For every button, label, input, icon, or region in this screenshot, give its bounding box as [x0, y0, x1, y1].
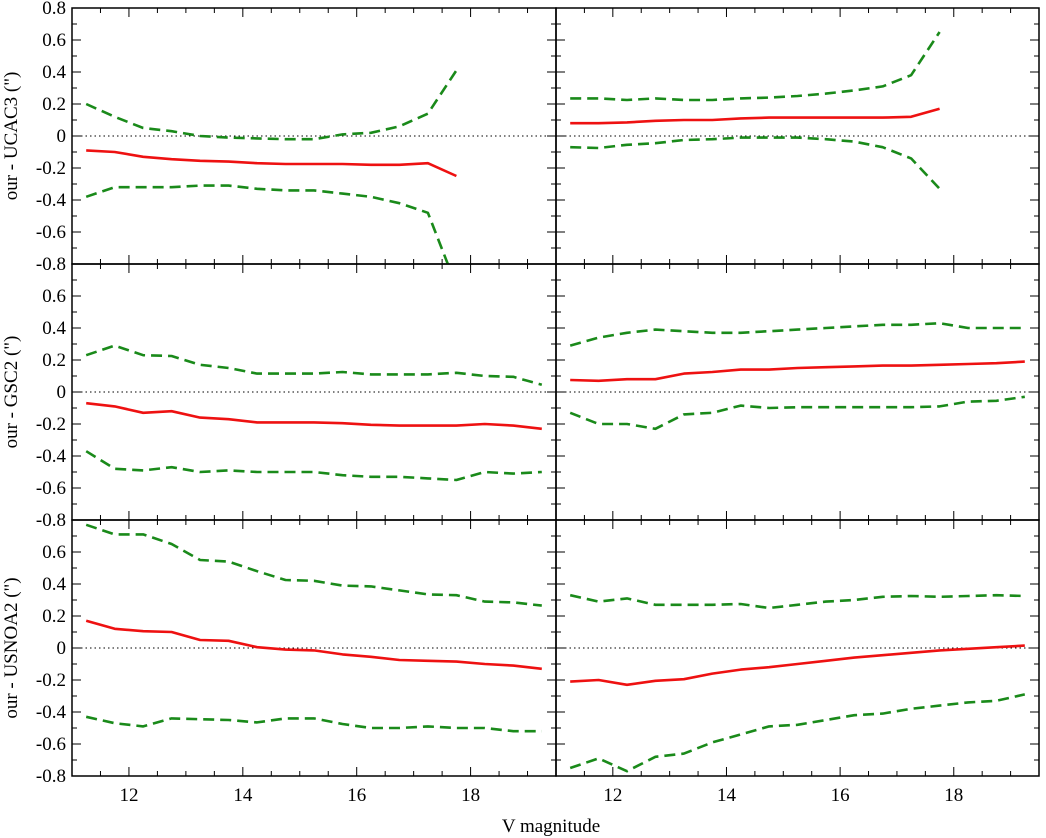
y-tick-label: 0.4: [42, 62, 66, 83]
y-tick-label: -0.2: [36, 670, 66, 691]
series-mean-line: [570, 360, 1025, 383]
x-tick-label: 18: [461, 785, 480, 806]
y-tick-label: 0.6: [42, 30, 66, 51]
y-axis-title: our - UCAC3 ("): [1, 72, 22, 201]
y-tick-label: -0.2: [36, 414, 66, 435]
y-tick-label: 0.2: [42, 350, 66, 371]
y-axis-title: our - USNOA2 ("): [1, 577, 22, 718]
y-tick-label: -0.6: [36, 478, 66, 499]
panel-r2c1: 12 14 16 18: [555, 519, 1040, 806]
y-tick-label: -0.6: [36, 734, 66, 755]
y-tick-label: -0.2: [36, 158, 66, 179]
panel-r1c0: -0.8 -0.6 -0.4 -0.2 0 0.2 0.4 0.6 our - GSC2 ("): [1, 263, 557, 531]
y-tick-label: 0.2: [42, 94, 66, 115]
x-tick-label: 16: [347, 785, 366, 806]
x-tick-label: 18: [944, 785, 963, 806]
series-upper-line: [85, 344, 543, 387]
y-tick-label: 0.6: [42, 542, 66, 563]
series-upper-line: [569, 593, 1025, 610]
y-tick-label: 0.4: [42, 574, 66, 595]
y-tick-label: 0.2: [42, 606, 66, 627]
series-lower-line: [85, 715, 542, 733]
series-lower-line: [570, 136, 941, 190]
y-tick-label: -0.4: [36, 190, 67, 211]
series-lower-line: [85, 450, 542, 482]
series-mean-line: [86, 401, 542, 431]
series-upper-line: [85, 69, 458, 141]
series-mean-line: [86, 149, 457, 178]
panel-r0c0: -0.8 -0.6 -0.4 -0.2 0 0.2 0.4 0.6 0.8 our - UCAC3…: [1, 0, 557, 275]
x-tick-label: 14: [717, 785, 737, 806]
series-lower-line: [85, 184, 450, 265]
x-tick-label: 12: [119, 785, 138, 806]
y-tick-label: -0.8: [36, 510, 66, 531]
x-tick-label: 12: [603, 785, 622, 806]
y-tick-label: 0.6: [42, 286, 66, 307]
x-axis-title: V magnitude: [502, 816, 600, 837]
y-tick-label: 0.4: [42, 318, 66, 339]
series-upper-line: [569, 321, 1025, 347]
y-axis-title: our - GSC2 ("): [1, 336, 22, 449]
panel-r0c1: [555, 7, 1040, 265]
panel-r1c1: [555, 263, 1040, 521]
panel-r2c0: -0.8 -0.6 -0.4 -0.2 0 0.2 0.4 0.6 12 14 16 18 our - …: [1, 519, 557, 806]
panels-group: -0.8 -0.6 -0.4 -0.2 0 0.2 0.4 0.6 0.8 our - UCAC3…: [1, 0, 1040, 806]
series-upper-line: [570, 31, 941, 102]
series-upper-line: [85, 523, 542, 607]
y-tick-label: 0: [57, 382, 67, 403]
series-lower-line: [569, 395, 1025, 431]
y-tick-label: 0.8: [42, 0, 66, 19]
y-tick-label: 0: [57, 126, 67, 147]
series-mean-line: [570, 644, 1025, 687]
y-tick-label: -0.8: [36, 254, 66, 275]
y-tick-label: -0.8: [36, 766, 66, 787]
y-tick-label: -0.4: [36, 702, 67, 723]
y-tick-label: -0.4: [36, 446, 67, 467]
series-lower-line: [569, 693, 1026, 773]
series-mean-line: [570, 107, 940, 125]
y-tick-label: 0: [57, 638, 67, 659]
x-tick-label: 16: [831, 785, 850, 806]
y-tick-label: -0.6: [36, 222, 66, 243]
x-tick-label: 14: [233, 785, 253, 806]
series-mean-line: [85, 619, 542, 671]
